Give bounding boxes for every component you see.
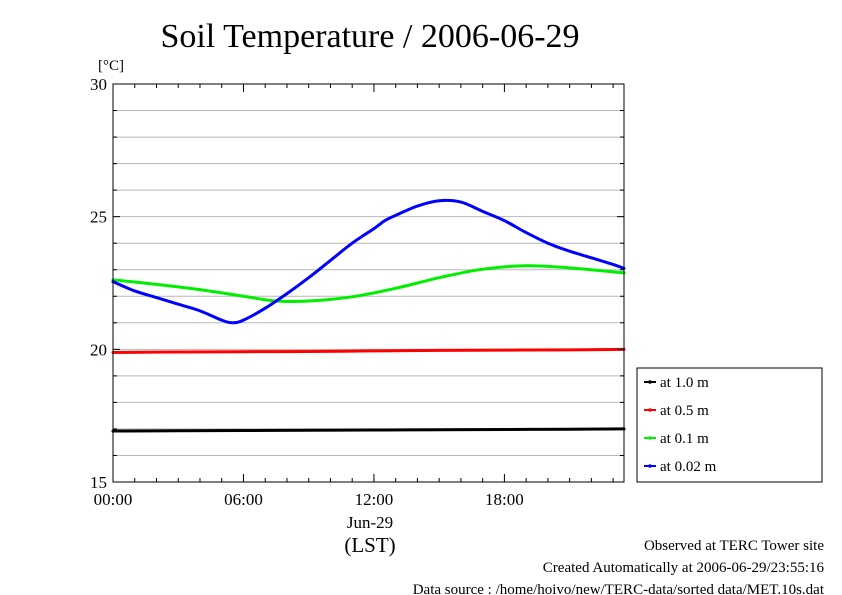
series-line — [111, 427, 626, 433]
series-line — [111, 347, 626, 355]
x-tick-label: 06:00 — [224, 490, 263, 509]
y-tick-label: 15 — [90, 473, 107, 492]
legend-label: at 1.0 m — [660, 375, 709, 391]
axis-ticks: 15 20 25 30 00:00 06:00 12:00 18:00 — [90, 75, 624, 509]
plot-frame — [112, 83, 625, 483]
x-tick-label: 18:00 — [485, 490, 524, 509]
y-tick-label: 30 — [90, 75, 107, 94]
series-line — [111, 198, 626, 325]
legend-label: at 0.02 m — [660, 459, 717, 475]
series-line — [111, 264, 626, 304]
footer-source: Data source : /home/hoivo/new/TERC-data/… — [413, 582, 825, 595]
x-tick-label: 12:00 — [355, 490, 394, 509]
legend-box — [636, 367, 823, 483]
y-tick-label: 20 — [90, 340, 107, 359]
legend-marker — [648, 380, 652, 384]
x-tick-label: 00:00 — [94, 490, 133, 509]
x-axis-label: (LST) — [344, 533, 395, 557]
legend: at 1.0 m at 0.5 m at 0.1 m at 0.02 m — [636, 367, 823, 483]
grid-lines — [113, 110, 624, 456]
x-axis-date-label: Jun-29 — [347, 513, 393, 532]
chart-title: Soil Temperature / 2006-06-29 — [160, 18, 579, 55]
y-axis-unit: [°C] — [98, 58, 124, 74]
series-lines — [111, 198, 626, 433]
legend-marker — [648, 464, 652, 468]
legend-label: at 0.1 m — [660, 431, 709, 447]
footer-site: Observed at TERC Tower site — [644, 538, 824, 554]
legend-marker — [648, 436, 652, 440]
legend-marker — [648, 408, 652, 412]
y-tick-label: 25 — [90, 208, 107, 227]
footer-created: Created Automatically at 2006-06-29/23:5… — [543, 560, 825, 576]
legend-label: at 0.5 m — [660, 403, 709, 419]
